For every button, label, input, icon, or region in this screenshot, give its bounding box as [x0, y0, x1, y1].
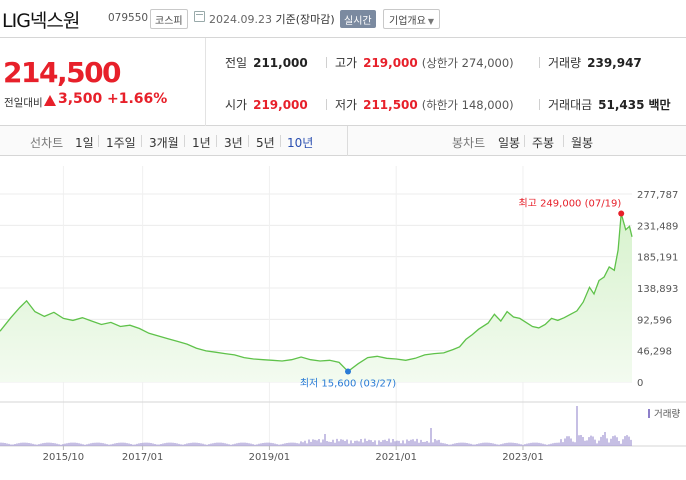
- low-price: 저가 211,500 (하한가 148,000): [326, 96, 514, 113]
- high-value: 219,000: [363, 56, 418, 70]
- y-tick-label: 185,191: [637, 253, 678, 264]
- stock-header: LIG넥스원 079550 코스피 2024.09.23 기준(장마감) 실시간…: [0, 0, 686, 38]
- stock-code: 079550: [108, 12, 149, 24]
- date-text: 2024.09.23 기준(장마감): [209, 11, 335, 27]
- price-area: [0, 213, 632, 382]
- period-5y[interactable]: 5년: [256, 136, 275, 150]
- period-toolbar: 선차트 1일 1주일 3개월 1년 3년 5년 10년 봉차트 일봉 주봉 월봉: [0, 126, 686, 156]
- y-tick-label: 0: [637, 378, 643, 389]
- date-suffix: 기준(장마감): [275, 13, 335, 26]
- calendar-icon: [194, 11, 205, 22]
- trade-value-label: 거래대금: [548, 98, 593, 112]
- price-line: [0, 213, 633, 373]
- period-1w[interactable]: 1주일: [106, 136, 136, 150]
- x-tick-label: 2023/01: [502, 452, 544, 463]
- candle-chart-label: 봉차트: [452, 136, 486, 150]
- change-percent: +1.66%: [107, 91, 168, 107]
- candle-monthly[interactable]: 월봉: [571, 136, 594, 150]
- open-label: 시가: [225, 98, 248, 112]
- low-label: 저가: [335, 98, 358, 112]
- low-value: 211,500: [363, 98, 418, 112]
- y-tick-label: 277,787: [637, 190, 678, 201]
- x-tick-label: 2015/10: [43, 452, 85, 463]
- chevron-down-icon: ▼: [427, 17, 434, 26]
- period-3y[interactable]: 3년: [224, 136, 243, 150]
- high-label: 고가: [335, 56, 358, 70]
- volume-value: 239,947: [587, 56, 642, 70]
- change-label: 전일대비: [4, 97, 43, 109]
- current-price: 214,500: [3, 56, 122, 89]
- volume-label: 거래량: [548, 56, 582, 70]
- period-1d[interactable]: 1일: [75, 136, 94, 150]
- trade-value-unit: 백만: [648, 98, 671, 112]
- x-tick-label: 2019/01: [249, 452, 291, 463]
- price-chart[interactable]: 277,787 231,489 185,191 138,893 92,596 46,298…: [0, 156, 686, 480]
- y-tick-label: 46,298: [637, 347, 672, 358]
- candle-weekly[interactable]: 주봉: [532, 136, 555, 150]
- prev-close-label: 전일: [225, 56, 248, 70]
- volume: 거래량 239,947: [539, 54, 642, 71]
- low-marker: [345, 368, 352, 375]
- line-chart-label: 선차트: [30, 136, 64, 150]
- prev-close: 전일 211,000: [225, 54, 308, 71]
- period-1y[interactable]: 1년: [192, 136, 211, 150]
- divider: [205, 38, 206, 126]
- market-badge: 코스피: [150, 9, 188, 29]
- high-label: 최고 249,000 (07/19): [518, 197, 621, 209]
- change-value: 3,500: [58, 91, 103, 107]
- trade-value-value: 51,435: [598, 98, 645, 112]
- high-price: 고가 219,000 (상한가 274,000): [326, 54, 514, 71]
- y-tick-label: 92,596: [637, 315, 672, 326]
- candle-daily[interactable]: 일봉: [498, 136, 521, 150]
- prev-close-value: 211,000: [253, 56, 308, 70]
- high-marker: [618, 210, 625, 217]
- lower-limit: (하한가 148,000): [421, 98, 514, 112]
- x-tick-label: 2017/01: [122, 452, 164, 463]
- stock-name[interactable]: LIG넥스원: [2, 10, 80, 32]
- company-profile-label: 기업개요: [389, 16, 426, 27]
- y-tick-label: 138,893: [637, 284, 678, 295]
- date-value: 2024.09.23: [209, 13, 272, 26]
- upper-limit: (상한가 274,000): [421, 56, 514, 70]
- low-label: 최저 15,600 (03/27): [300, 377, 396, 389]
- trade-value: 거래대금 51,435 백만: [539, 96, 671, 113]
- realtime-button[interactable]: 실시간: [340, 10, 376, 28]
- open-value: 219,000: [253, 98, 308, 112]
- company-profile-button[interactable]: 기업개요 ▼: [383, 9, 440, 29]
- up-arrow-icon: [44, 95, 56, 106]
- period-10y[interactable]: 10년: [287, 136, 314, 150]
- period-3m[interactable]: 3개월: [149, 136, 179, 150]
- volume-legend-label: 거래량: [654, 408, 680, 420]
- y-tick-label: 231,489: [637, 221, 678, 232]
- x-tick-label: 2021/01: [375, 452, 417, 463]
- price-summary: 214,500 전일대비 3,500 +1.66% 전일 211,000 고가 21…: [0, 38, 686, 126]
- open-price: 시가 219,000: [225, 96, 308, 113]
